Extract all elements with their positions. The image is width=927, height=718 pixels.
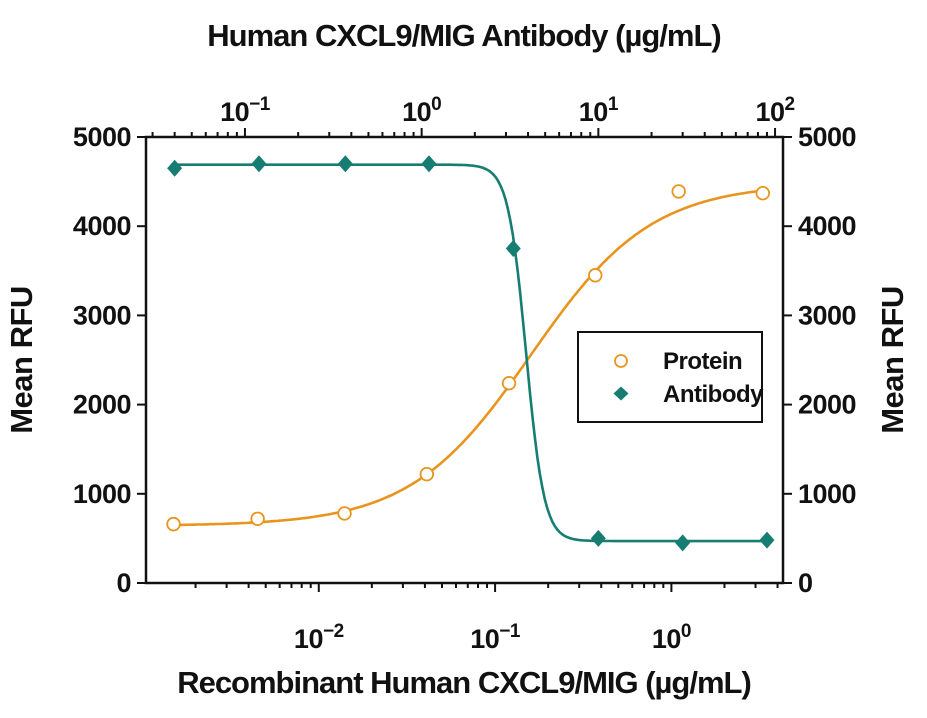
antibody-data-point <box>337 155 353 173</box>
protein-data-point <box>419 466 435 482</box>
left-axis-tick-label: 1000 <box>73 479 131 509</box>
antibody-data-point <box>675 534 691 552</box>
right-axis-tick-label: 2000 <box>798 390 856 420</box>
legend-label-protein: Protein <box>663 348 742 375</box>
right-axis-tick-label: 5000 <box>798 122 856 152</box>
antibody-data-point <box>759 531 775 549</box>
filled-diamond-marker-icon <box>613 386 629 401</box>
right-axis-title: Mean RFU <box>875 286 910 434</box>
protein-data-point <box>588 268 603 283</box>
top-axis-tick-label: 101 <box>579 94 619 127</box>
legend-label-antibody: Antibody <box>663 381 764 408</box>
antibody-data-point <box>167 159 183 177</box>
top-axis-tick-label: 102 <box>755 94 794 127</box>
bottom-axis-tick-label: 10−1 <box>470 621 521 654</box>
right-axis-tick-label: 3000 <box>798 300 856 330</box>
antibody-fit-curve <box>174 163 767 543</box>
left-axis-title: Mean RFU <box>4 286 39 434</box>
left-axis-tick-label: 5000 <box>73 122 131 152</box>
antibody-data-point <box>251 155 267 173</box>
legend: Protein Antibody <box>577 331 765 423</box>
bottom-axis-tick-label: 10−2 <box>294 621 344 654</box>
protein-data-point <box>250 511 265 526</box>
antibody-data-point <box>505 240 521 257</box>
right-axis-tick-label: 4000 <box>798 211 856 241</box>
protein-fit-curve <box>173 189 763 527</box>
top-axis-tick-label: 100 <box>402 94 441 127</box>
right-axis-tick-label: 0 <box>798 568 813 598</box>
legend-item-antibody: Antibody <box>613 381 765 408</box>
legend-box <box>577 331 763 423</box>
axis-tick-labels: 0 1000 2000 3000 4000 5000 0 1000 2000 3000 4000 50… <box>73 94 857 654</box>
left-axis-tick-label: 2000 <box>73 390 131 420</box>
antibody-data-point <box>421 155 437 173</box>
protein-data-point <box>166 516 181 532</box>
open-circle-marker-icon <box>614 354 628 368</box>
protein-data-point <box>671 184 686 199</box>
legend-item-protein: Protein <box>614 348 743 375</box>
fit-curves <box>173 163 767 543</box>
left-axis-tick-label: 4000 <box>73 211 131 241</box>
data-points <box>166 155 775 552</box>
top-axis-tick-label: 10−1 <box>220 94 271 127</box>
protein-data-point <box>501 375 517 391</box>
left-axis-tick-label: 0 <box>116 568 131 598</box>
antibody-data-point <box>590 529 606 547</box>
left-axis-tick-label: 3000 <box>73 300 131 330</box>
top-axis-title: Human CXCL9/MIG Antibody (µg/mL) <box>207 18 720 53</box>
protein-data-point <box>337 506 352 521</box>
right-axis-tick-label: 1000 <box>798 479 856 509</box>
plot-frame <box>144 135 785 585</box>
protein-data-point <box>755 185 771 201</box>
bottom-axis-title: Recombinant Human CXCL9/MIG (µg/mL) <box>177 665 751 700</box>
bottom-axis-tick-label: 100 <box>652 621 691 654</box>
